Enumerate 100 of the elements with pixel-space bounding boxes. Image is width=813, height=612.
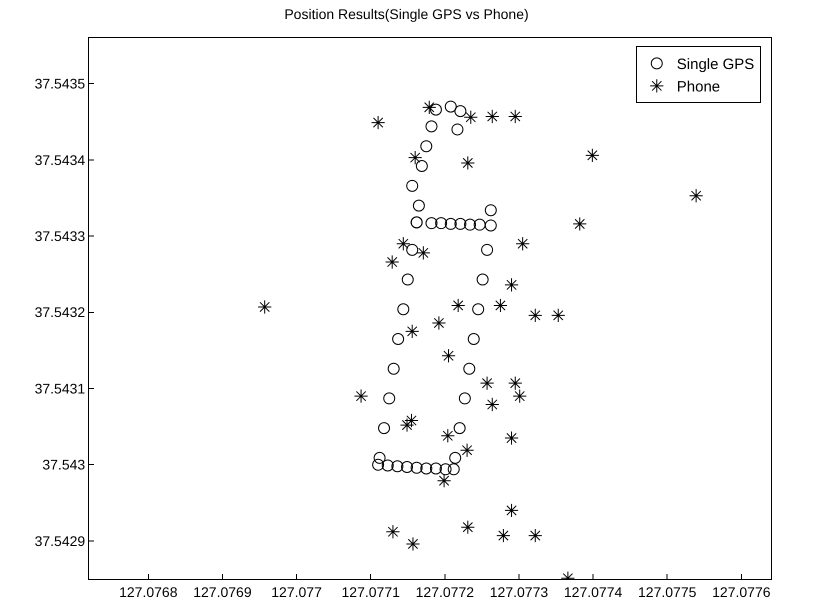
point bbox=[425, 120, 438, 132]
y-tick-label: 37.5431 bbox=[34, 380, 86, 396]
point bbox=[460, 443, 474, 458]
point bbox=[425, 217, 438, 230]
point bbox=[440, 428, 455, 443]
point bbox=[504, 430, 519, 446]
point bbox=[374, 452, 386, 464]
x-tick-label: 127.0771 bbox=[341, 584, 400, 600]
point bbox=[551, 308, 566, 322]
point bbox=[420, 140, 432, 152]
point bbox=[485, 109, 500, 124]
point bbox=[451, 298, 466, 313]
x-tick-label: 127.0775 bbox=[638, 584, 697, 600]
point bbox=[444, 218, 457, 230]
point bbox=[416, 160, 428, 172]
point bbox=[472, 303, 484, 316]
point bbox=[386, 524, 400, 539]
point bbox=[480, 376, 494, 390]
point bbox=[484, 204, 497, 216]
point bbox=[405, 324, 420, 338]
chart-title: Position Results(Single GPS vs Phone) bbox=[284, 6, 529, 22]
point bbox=[454, 218, 466, 230]
point bbox=[382, 459, 394, 472]
point bbox=[406, 244, 418, 256]
point bbox=[378, 422, 390, 434]
point bbox=[585, 148, 600, 162]
x-tick-label: 127.0774 bbox=[564, 584, 622, 600]
legend-label: Phone bbox=[676, 78, 720, 96]
point bbox=[444, 100, 457, 113]
point bbox=[354, 389, 368, 404]
point bbox=[392, 332, 404, 345]
y-tick-label: 37.5433 bbox=[34, 228, 86, 244]
point bbox=[451, 123, 464, 136]
x-tick-label: 127.077 bbox=[271, 584, 322, 600]
point bbox=[458, 392, 471, 404]
x-tick-label: 127.0776 bbox=[712, 584, 771, 600]
x-tick-label: 127.0773 bbox=[490, 584, 548, 600]
point bbox=[460, 156, 475, 170]
point bbox=[440, 463, 452, 476]
point bbox=[528, 308, 542, 322]
point bbox=[430, 462, 442, 475]
point bbox=[468, 332, 480, 345]
point bbox=[383, 392, 396, 404]
point bbox=[432, 316, 446, 330]
point bbox=[572, 216, 587, 232]
point bbox=[371, 115, 386, 130]
point bbox=[484, 219, 497, 232]
point bbox=[493, 298, 508, 313]
point bbox=[448, 463, 460, 476]
x-tick-label: 127.0768 bbox=[119, 584, 178, 600]
point bbox=[400, 418, 414, 432]
legend-label: Single GPS bbox=[676, 56, 754, 74]
point bbox=[476, 274, 489, 286]
point bbox=[385, 254, 400, 270]
point bbox=[496, 528, 510, 543]
point bbox=[504, 278, 519, 292]
point bbox=[401, 460, 414, 473]
point bbox=[402, 274, 414, 286]
point bbox=[408, 150, 422, 165]
point bbox=[406, 536, 420, 552]
point bbox=[388, 362, 400, 375]
point bbox=[460, 520, 475, 534]
point bbox=[258, 300, 272, 314]
point bbox=[508, 376, 522, 390]
point bbox=[435, 217, 448, 230]
point bbox=[420, 462, 432, 475]
point bbox=[474, 218, 486, 231]
point bbox=[464, 110, 478, 124]
point bbox=[481, 244, 494, 256]
point bbox=[416, 246, 430, 260]
x-tick-label: 127.0769 bbox=[193, 584, 252, 600]
point bbox=[404, 413, 419, 428]
point bbox=[528, 528, 542, 543]
point bbox=[397, 303, 410, 316]
point bbox=[430, 104, 442, 116]
point bbox=[410, 462, 423, 474]
point bbox=[463, 362, 476, 375]
y-tick-label: 37.543 bbox=[42, 456, 86, 473]
point bbox=[406, 180, 418, 192]
point bbox=[454, 422, 466, 434]
y-tick-label: 37.5434 bbox=[34, 152, 86, 168]
point bbox=[396, 236, 410, 251]
point bbox=[485, 397, 500, 412]
point bbox=[422, 100, 436, 114]
point bbox=[441, 348, 456, 363]
point bbox=[391, 460, 404, 472]
point bbox=[689, 188, 704, 203]
y-tick-label: 37.5432 bbox=[34, 304, 86, 320]
point bbox=[454, 105, 466, 118]
point bbox=[449, 452, 462, 464]
y-tick-label: 37.5435 bbox=[34, 76, 86, 92]
point bbox=[508, 109, 522, 124]
point bbox=[504, 503, 519, 518]
point bbox=[464, 218, 476, 231]
x-tick-label: 127.0772 bbox=[416, 584, 474, 600]
y-tick-label: 37.5429 bbox=[34, 532, 86, 549]
point bbox=[436, 474, 452, 488]
point bbox=[516, 236, 530, 251]
point bbox=[512, 389, 527, 404]
point bbox=[372, 458, 384, 471]
